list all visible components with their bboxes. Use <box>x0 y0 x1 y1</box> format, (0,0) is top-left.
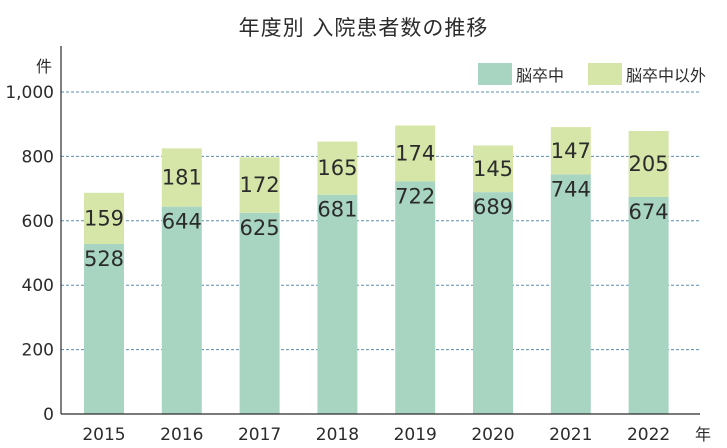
x-tick-label: 2015 <box>82 425 125 445</box>
y-tick-label: 200 <box>22 341 54 361</box>
y-tick-label: 800 <box>22 147 54 167</box>
chart-title: 年度別 入院患者数の推移 <box>238 16 489 40</box>
y-tick-label: 400 <box>22 276 54 296</box>
legend-swatch <box>588 63 622 85</box>
data-label: 744 <box>551 177 591 201</box>
data-label: 145 <box>473 157 513 181</box>
legend-label: 脳卒中 <box>516 66 564 85</box>
bar-segment-other <box>628 130 669 197</box>
y-tick-label: 600 <box>22 212 54 232</box>
axes: 0 200 400 600 800 1,000 2015 2016 2017 2018 2019 20… <box>5 46 711 445</box>
bars <box>84 125 669 414</box>
data-label: 722 <box>395 185 435 209</box>
data-label: 205 <box>629 152 669 176</box>
x-tick-label: 2017 <box>238 425 281 445</box>
bar-segment-other <box>395 125 436 182</box>
x-tick-label: 2019 <box>394 425 437 445</box>
data-label: 625 <box>240 216 280 240</box>
x-tick-label: 2020 <box>471 425 514 445</box>
data-label: 174 <box>395 142 435 166</box>
bar-segment-other <box>161 148 202 207</box>
y-tick-label: 1,000 <box>5 83 54 103</box>
bar-segment-stroke <box>239 212 280 414</box>
data-label: 172 <box>240 173 280 197</box>
bar-segment-stroke <box>161 206 202 414</box>
bar-segment-other <box>550 127 591 175</box>
data-label: 681 <box>317 198 357 222</box>
bar-segment-other <box>473 145 513 193</box>
bar-segment-other <box>239 157 280 213</box>
data-label: 181 <box>162 165 202 189</box>
data-label: 165 <box>317 156 357 180</box>
y-tick-label: 0 <box>43 405 54 425</box>
data-label: 159 <box>84 206 124 230</box>
data-label: 689 <box>473 195 513 219</box>
x-tick-label: 2022 <box>627 425 670 445</box>
x-tick-label: 2018 <box>316 425 359 445</box>
bar-segment-stroke <box>395 181 436 414</box>
legend: 脳卒中 脳卒中以外 <box>478 63 706 85</box>
y-axis-unit: 件 <box>36 57 52 76</box>
legend-swatch <box>478 63 512 85</box>
bar-segment-stroke <box>317 194 358 414</box>
labels: 528 159 644 181 625 172 681 165 722 174 689 145 744 1… <box>84 139 669 271</box>
bar-segment-stroke <box>628 196 669 414</box>
bar-segment-stroke <box>550 174 591 414</box>
bar-segment-stroke <box>473 192 513 414</box>
x-tick-label: 2016 <box>160 425 203 445</box>
legend-label: 脳卒中以外 <box>626 66 706 85</box>
x-axis-unit: 年 <box>695 425 711 444</box>
data-label: 644 <box>162 210 202 234</box>
x-tick-label: 2021 <box>549 425 592 445</box>
grid-lines <box>61 91 700 351</box>
bar-segment-other <box>84 192 124 244</box>
data-label: 147 <box>551 139 591 163</box>
bar-segment-stroke <box>84 243 124 414</box>
bar-segment-other <box>317 141 358 195</box>
data-label: 528 <box>84 247 124 271</box>
data-label: 674 <box>629 200 669 224</box>
